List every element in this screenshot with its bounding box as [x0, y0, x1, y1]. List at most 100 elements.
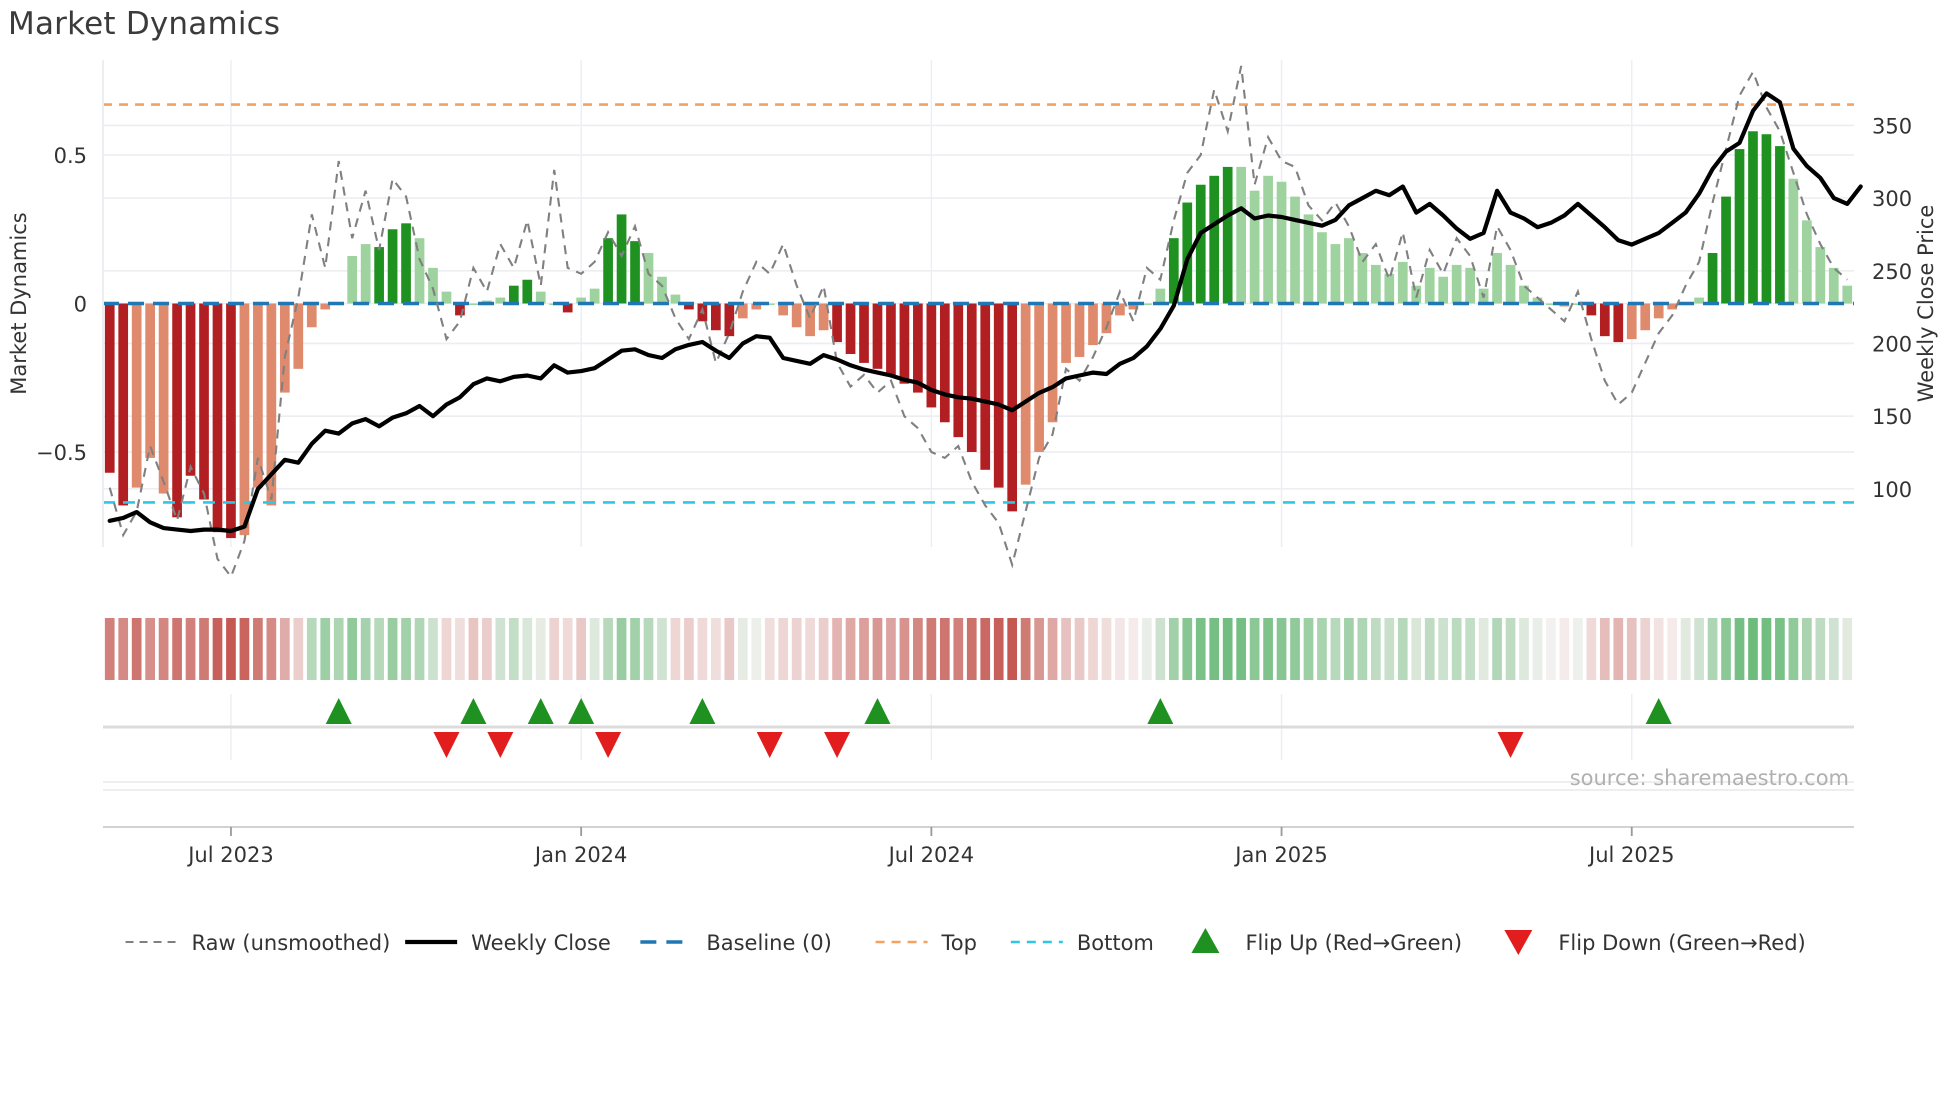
heatmap-cell	[791, 618, 802, 680]
legend-item-label: Flip Down (Green→Red)	[1558, 931, 1805, 955]
heatmap-cell	[522, 618, 533, 680]
market-dynamics-bar	[1344, 238, 1354, 304]
market-dynamics-bar	[589, 288, 600, 304]
flip-up-marker[interactable]	[1645, 698, 1672, 724]
market-dynamics-bar	[657, 276, 667, 304]
flip-down-marker[interactable]	[1497, 732, 1524, 758]
heatmap-cell	[724, 618, 735, 680]
heatmap-cell	[630, 618, 640, 680]
flip-up-marker[interactable]	[568, 698, 595, 724]
heatmap-cell	[212, 618, 223, 680]
y2-tick-label: 250	[1872, 260, 1912, 284]
market-dynamics-bar	[1599, 303, 1610, 337]
legend-item[interactable]: Top	[875, 931, 977, 955]
market-dynamics-bar	[1047, 303, 1058, 423]
legend-item[interactable]: Bottom	[1010, 931, 1154, 955]
flip-down-marker[interactable]	[595, 732, 622, 758]
market-dynamics-bar	[1168, 238, 1179, 304]
heatmap-cell	[1842, 618, 1853, 680]
market-dynamics-bar	[1451, 264, 1462, 304]
heatmap-cell	[1344, 618, 1354, 680]
market-dynamics-bar	[1707, 253, 1718, 304]
heatmap-cell	[1721, 618, 1731, 680]
heatmap-cell	[360, 618, 371, 680]
market-dynamics-bar	[1653, 303, 1664, 319]
heatmap-cell	[145, 618, 155, 680]
heatmap-cell	[1451, 618, 1462, 680]
heatmap-cell	[1626, 618, 1637, 680]
heatmap-cell	[1559, 618, 1570, 680]
market-dynamics-bar	[643, 253, 654, 304]
heatmap-cell	[104, 618, 115, 680]
y2-axis-label: Weekly Close Price	[1914, 205, 1938, 403]
market-dynamics-bar	[764, 303, 775, 305]
flip-up-marker[interactable]	[864, 698, 891, 724]
market-dynamics-bar	[1505, 264, 1516, 304]
market-dynamics-bar	[495, 297, 506, 304]
flip-up-marker[interactable]	[1147, 698, 1174, 724]
market-dynamics-bar	[980, 303, 991, 470]
legend-item[interactable]: Flip Down (Green→Red)	[1504, 930, 1806, 955]
flip-up-marker[interactable]	[689, 698, 716, 724]
flip-down-marker[interactable]	[433, 732, 460, 758]
flip-up-marker[interactable]	[325, 698, 352, 724]
y-tick-label: −0.5	[36, 441, 87, 465]
heatmap-cell	[939, 618, 950, 680]
legend-item[interactable]: Baseline (0)	[640, 931, 832, 955]
flip-down-marker[interactable]	[824, 732, 851, 758]
page-title: Market Dynamics	[8, 6, 281, 42]
heatmap-cell	[1263, 618, 1273, 680]
market-dynamics-bar	[886, 303, 896, 375]
market-dynamics-bar	[1438, 276, 1449, 304]
heatmap-cell	[818, 618, 829, 680]
heatmap-cell	[1168, 618, 1179, 680]
market-dynamics-bar	[1788, 178, 1799, 304]
heatmap-cell	[441, 618, 452, 680]
heatmap-cell	[414, 618, 425, 680]
heatmap-cell	[1478, 618, 1489, 680]
flip-down-marker[interactable]	[756, 732, 783, 758]
heatmap-cell	[966, 618, 977, 680]
market-dynamics-bar	[751, 303, 762, 310]
heatmap-cell	[1424, 618, 1435, 680]
heatmap-cell	[1317, 618, 1327, 680]
market-dynamics-bar	[1775, 146, 1785, 304]
market-dynamics-bar	[818, 303, 829, 331]
market-dynamics-bar	[212, 303, 223, 533]
heatmap-cell	[737, 618, 748, 680]
heatmap-cell	[764, 618, 775, 680]
market-dynamics-bar	[1101, 303, 1112, 334]
market-dynamics-bar	[1290, 196, 1300, 304]
legend-item[interactable]: Raw (unsmoothed)	[125, 931, 391, 955]
legend-item-label: Top	[941, 931, 977, 955]
heatmap-cell	[1573, 618, 1583, 680]
heatmap-cell	[859, 618, 869, 680]
heatmap-cell	[320, 618, 331, 680]
heatmap-cell	[1411, 618, 1422, 680]
market-dynamics-bar	[468, 303, 479, 305]
heatmap-cell	[1370, 618, 1381, 680]
heatmap-cell	[926, 618, 937, 680]
market-dynamics-bar	[1532, 297, 1543, 304]
flip-down-marker[interactable]	[487, 732, 514, 758]
heatmap-cell	[1047, 618, 1058, 680]
heatmap-cell	[1775, 618, 1785, 680]
flip-up-marker[interactable]	[527, 698, 554, 724]
legend-item[interactable]: Flip Up (Red→Green)	[1191, 928, 1462, 955]
market-dynamics-bar	[845, 303, 856, 354]
heatmap-cell	[1613, 618, 1624, 680]
flip-up-marker[interactable]	[460, 698, 487, 724]
heatmap-cell	[253, 618, 263, 680]
source-label: source: sharemaestro.com	[1570, 766, 1849, 790]
heatmap-cell	[495, 618, 506, 680]
market-dynamics-bar	[1357, 253, 1368, 304]
heatmap-cell	[1802, 618, 1812, 680]
legend-item[interactable]: Weekly Close	[405, 931, 611, 955]
market-dynamics-bar	[387, 229, 398, 304]
market-dynamics-bar	[293, 303, 304, 369]
legend-item-label: Weekly Close	[471, 931, 611, 955]
market-dynamics-bar	[1694, 297, 1704, 304]
market-dynamics-bar	[1236, 166, 1246, 304]
market-dynamics-bar	[1828, 267, 1839, 304]
